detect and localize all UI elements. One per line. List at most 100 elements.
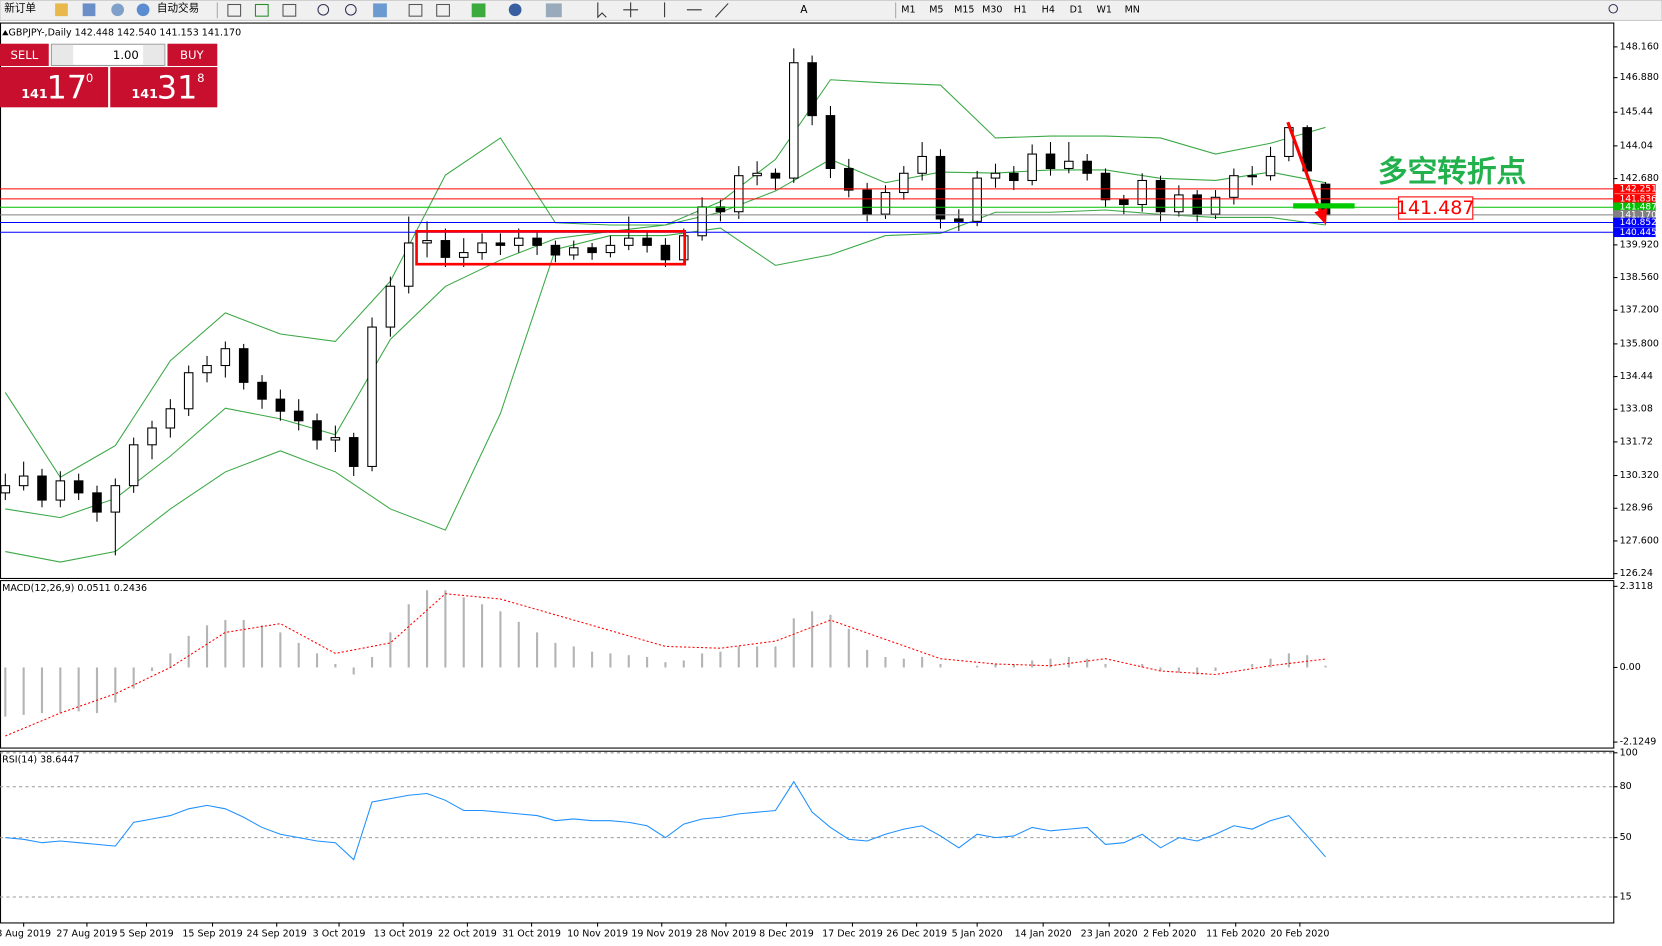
x-tick-label: 3 Oct 2019 <box>313 929 366 940</box>
timeframe-button[interactable]: W1 <box>1097 4 1112 15</box>
y-tick-label: 145.44 <box>1620 107 1653 118</box>
candle-body <box>385 285 396 328</box>
price-level-tag <box>1613 227 1656 238</box>
icon[interactable] <box>508 3 522 17</box>
icon[interactable] <box>55 3 68 17</box>
buy-label[interactable]: BUY <box>180 48 205 62</box>
candle-body <box>0 485 11 494</box>
x-tick-label: 22 Oct 2019 <box>438 929 497 940</box>
icon[interactable] <box>317 3 330 16</box>
buy-button[interactable] <box>167 43 218 66</box>
x-tick-label: 5 Sep 2019 <box>119 929 173 940</box>
candle-body <box>183 372 194 410</box>
timeframe-button[interactable]: H1 <box>1014 4 1027 15</box>
y-tick-label: 128.96 <box>1620 503 1653 514</box>
candle-body <box>1082 160 1092 174</box>
candle-body <box>1045 153 1056 170</box>
timeframe-button[interactable]: M30 <box>982 4 1002 15</box>
toolbar-bg <box>0 0 1662 21</box>
icon[interactable] <box>227 3 242 17</box>
x-tick-label: 10 Nov 2019 <box>567 929 628 940</box>
plot: 148.160 146.880 145.44 144.04 142.680 139.920… <box>0 41 1659 940</box>
y-tick-label: 130.320 <box>1620 470 1659 481</box>
candle-body <box>972 177 982 222</box>
icon[interactable] <box>373 3 387 18</box>
candle-body <box>477 242 487 254</box>
candle-body <box>513 237 524 246</box>
price-level-label: 140.445 <box>1620 228 1657 238</box>
buy-price-box[interactable] <box>110 67 218 108</box>
candle-body <box>312 420 322 441</box>
timeframe-button[interactable]: D1 <box>1070 4 1083 15</box>
icon[interactable] <box>254 3 269 17</box>
price-level-label: 142.251 <box>1620 184 1657 194</box>
sell-button[interactable] <box>0 43 49 66</box>
timeframe-button[interactable]: M15 <box>954 4 974 15</box>
buy-price-point[interactable]: 8 <box>197 71 204 85</box>
candle-body <box>807 62 817 117</box>
candle-body <box>238 348 249 383</box>
lots-down[interactable] <box>51 44 74 65</box>
toolbar: 新订单 自动交易 A M1 M5 M15 M30 H1 H4 D1 W1 MN <box>0 0 1662 21</box>
icon[interactable] <box>545 3 562 18</box>
candle-body <box>917 155 927 174</box>
candle-body <box>147 427 157 446</box>
auto-trading-button[interactable]: 自动交易 <box>157 2 199 15</box>
lots-value[interactable]: 1.00 <box>113 48 139 62</box>
y-tick-label: 80 <box>1620 781 1632 792</box>
candle-body <box>1119 199 1129 206</box>
sell-label[interactable]: SELL <box>11 48 39 62</box>
sell-price-box[interactable] <box>0 67 109 108</box>
icon[interactable] <box>82 3 96 17</box>
x-tick-label: 28 Nov 2019 <box>695 929 756 940</box>
annotation-box <box>1398 196 1474 220</box>
price-level-label: 141.487 <box>1620 203 1657 213</box>
candle-body <box>202 364 212 374</box>
candle-body <box>770 172 781 179</box>
timeframe-button[interactable]: M5 <box>929 4 943 15</box>
collapse-icon[interactable] <box>2 29 9 36</box>
candle-body <box>55 480 66 501</box>
trade-panel: SELL 1.00 BUY 141 17 0 141 31 8 <box>0 43 218 108</box>
sell-price-point[interactable]: 0 <box>86 71 93 85</box>
rsi-line <box>5 780 1326 861</box>
rsi-title: RSI(14) 38.6447 <box>2 755 79 766</box>
new-order-button[interactable]: 新订单 <box>4 2 36 15</box>
icon[interactable] <box>436 3 450 17</box>
buy-price-pips[interactable]: 31 <box>157 69 197 106</box>
icon[interactable] <box>345 3 357 16</box>
arrow-head <box>1314 208 1328 225</box>
icon[interactable]: A <box>800 4 808 16</box>
y-tick-label: 139.920 <box>1620 239 1659 250</box>
y-tick-label: 138.560 <box>1620 272 1659 283</box>
icon[interactable] <box>136 3 150 17</box>
candle-body <box>697 206 707 237</box>
timeframe-button[interactable]: M1 <box>901 4 915 15</box>
lots-field[interactable] <box>50 43 166 66</box>
icon[interactable] <box>282 3 297 17</box>
search-icon[interactable] <box>1608 3 1619 14</box>
y-tick-label: 0.00 <box>1620 662 1641 673</box>
icon[interactable] <box>408 3 423 17</box>
sell-price-big[interactable]: 141 <box>21 86 48 101</box>
candle-body <box>1265 155 1276 177</box>
icon[interactable] <box>597 2 607 19</box>
candle-body <box>257 381 267 400</box>
candle-body <box>1174 194 1184 213</box>
chart-header: GBPJPY-,Daily 142.448 142.540 141.153 14… <box>8 28 241 39</box>
candle-body <box>532 237 542 246</box>
price-level-label: 140.852 <box>1620 218 1657 228</box>
icon[interactable] <box>111 3 125 17</box>
buy-price-big[interactable]: 141 <box>131 86 158 101</box>
icon[interactable] <box>623 2 639 18</box>
x-tick-label: 23 Jan 2020 <box>1081 929 1138 940</box>
price-level-tag <box>1613 202 1656 213</box>
lots-up[interactable] <box>143 44 165 65</box>
x-tick-label: 8 Dec 2019 <box>759 929 814 940</box>
sell-price-pips[interactable]: 17 <box>47 69 87 106</box>
timeframe-button[interactable]: H4 <box>1042 4 1055 15</box>
icon[interactable] <box>471 3 486 18</box>
icon[interactable] <box>664 2 729 18</box>
timeframe-button[interactable]: MN <box>1125 4 1140 15</box>
